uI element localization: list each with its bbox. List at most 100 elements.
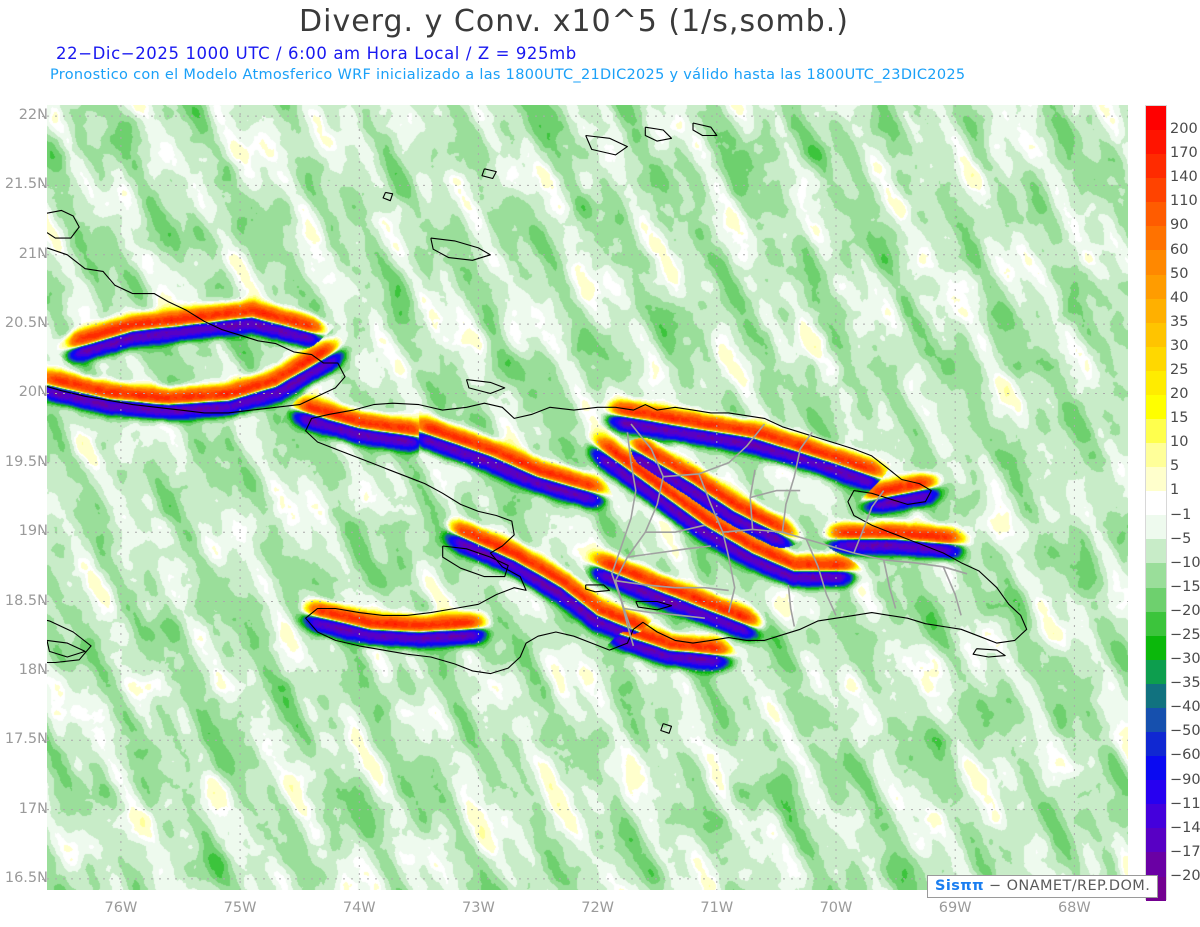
colorbar-tick-label-23: −35	[1170, 675, 1200, 692]
colorbar-labels: 200 170 140 110 90 60 50 40 35 30 25 20 15 10 5 1 −1 −5 −1…	[1170, 105, 1200, 900]
y-axis-tick-3: 20.5N	[4, 315, 48, 332]
colorbar-tick-label-14: 5	[1170, 458, 1180, 475]
coastline-and-borders-overlay	[47, 122, 1028, 734]
y-tick-mark-5	[42, 462, 46, 464]
colorbar-segment-15	[1146, 467, 1166, 492]
x-axis-tick-7: 69W	[938, 900, 972, 916]
subtitle-datetime: 22−Dic−2025 1000 UTC / 6:00 am Hora Loca…	[56, 44, 577, 63]
colorbar-segment-11	[1146, 370, 1166, 395]
colorbar-segment-23	[1146, 659, 1166, 684]
colorbar-tick-label-7: 40	[1170, 289, 1189, 306]
colorbar-segment-29	[1146, 804, 1166, 829]
colorbar-segment-28	[1146, 780, 1166, 805]
colorbar-segment-16	[1146, 491, 1166, 516]
colorbar-tick-label-4: 90	[1170, 217, 1189, 234]
colorbar-segment-21	[1146, 611, 1166, 636]
colorbar-tick-label-28: −110	[1170, 795, 1200, 812]
colorbar-segment-4	[1146, 202, 1166, 227]
colorbar-segment-7	[1146, 274, 1166, 299]
colorbar-segment-12	[1146, 394, 1166, 420]
colorbar-segment-6	[1146, 250, 1166, 275]
y-tick-mark-4	[42, 393, 46, 395]
subtitle-model-info: Pronostico con el Modelo Atmosferico WRF…	[50, 67, 966, 83]
map-plot-area[interactable]	[47, 105, 1128, 890]
colorbar-segment-13	[1146, 419, 1166, 444]
page-title: Diverg. y Conv. x10^5 (1/s,somb.)	[299, 4, 849, 39]
colorbar-tick-label-0: 200	[1170, 121, 1198, 138]
y-tick-mark-6	[42, 532, 46, 534]
y-tick-mark-8	[42, 670, 46, 672]
y-axis-tick-9: 17.5N	[4, 731, 48, 748]
colorbar-tick-label-25: −50	[1170, 723, 1200, 740]
sis-brand-label: Sis	[935, 878, 961, 894]
colorbar-segment-10	[1146, 346, 1166, 371]
colorbar-tick-label-27: −90	[1170, 771, 1200, 788]
y-tick-mark-10	[42, 809, 46, 811]
colorbar-tick-label-16: −1	[1170, 506, 1192, 523]
colorbar-segment-22	[1146, 635, 1166, 660]
colorbar-tick-label-30: −170	[1170, 843, 1200, 860]
divergence-convergence-field	[47, 105, 1128, 890]
colorbar-segment-9	[1146, 322, 1166, 347]
colorbar-tick-label-26: −60	[1170, 747, 1200, 764]
y-tick-mark-11	[42, 878, 46, 880]
y-axis-tick-1: 21.5N	[4, 176, 48, 193]
colorbar-tick-label-6: 50	[1170, 265, 1189, 282]
colorbar-tick-label-8: 35	[1170, 313, 1189, 330]
colorbar-segment-26	[1146, 732, 1166, 757]
colorbar-tick-label-10: 25	[1170, 362, 1189, 378]
x-axis-tick-8: 68W	[1057, 900, 1091, 916]
y-axis-tick-8: 18N	[18, 661, 48, 678]
y-tick-mark-1	[42, 185, 46, 187]
x-axis-tick-6: 70W	[819, 900, 853, 916]
y-tick-mark-3	[42, 324, 46, 326]
x-axis-tick-3: 73W	[462, 900, 495, 916]
colorbar-segment-17	[1146, 515, 1166, 540]
colorbar-segment-2	[1146, 154, 1166, 179]
x-axis-tick-2: 74W	[342, 900, 376, 916]
colorbar-tick-label-3: 110	[1170, 193, 1198, 210]
y-axis-tick-7: 18.5N	[4, 592, 48, 609]
colorbar-tick-label-12: 15	[1170, 410, 1189, 427]
agency-label: ONAMET/REP.DOM.	[1006, 878, 1151, 894]
colorbar-segment-5	[1146, 226, 1166, 251]
colorbar-segment-25	[1146, 707, 1166, 733]
colorbar-segment-20	[1146, 587, 1166, 612]
pi-symbol-icon: ππ	[960, 878, 984, 894]
y-axis-tick-4: 20N	[18, 384, 48, 401]
y-tick-mark-0	[42, 116, 46, 118]
colorbar-tick-label-5: 60	[1170, 241, 1189, 258]
colorbar-tick-label-19: −15	[1170, 578, 1200, 595]
colorbar-segment-18	[1146, 539, 1166, 564]
colorbar-tick-label-2: 140	[1170, 169, 1198, 186]
colorbar-tick-label-11: 20	[1170, 386, 1189, 403]
colorbar-segment-0	[1146, 106, 1166, 131]
colorbar-tick-label-9: 30	[1170, 337, 1189, 354]
colorbar-tick-label-13: 10	[1170, 434, 1189, 451]
attribution-separator: −	[989, 878, 1002, 894]
y-axis-tick-10: 17N	[18, 800, 48, 817]
colorbar-tick-label-15: 1	[1170, 482, 1180, 499]
colorbar-segment-3	[1146, 178, 1166, 203]
colorbar-tick-label-20: −20	[1170, 602, 1200, 619]
attribution-badge: Sisππ − ONAMET/REP.DOM.	[927, 875, 1159, 898]
x-axis-tick-4: 72W	[581, 900, 615, 916]
colorbar-segment-24	[1146, 683, 1166, 708]
colorbar-tick-label-21: −25	[1170, 627, 1200, 643]
y-axis-tick-11: 16.5N	[4, 869, 48, 886]
y-tick-mark-9	[42, 740, 46, 742]
colorbar-tick-label-18: −10	[1170, 554, 1200, 571]
colorbar-segment-19	[1146, 563, 1166, 588]
colorbar-tick-label-22: −30	[1170, 651, 1200, 668]
y-tick-mark-7	[42, 601, 46, 603]
x-axis-tick-5: 71W	[700, 900, 734, 916]
y-axis-tick-6: 19N	[18, 523, 48, 540]
colorbar-segment-31	[1146, 852, 1166, 877]
colorbar-tick-label-24: −40	[1170, 699, 1200, 716]
colorbar	[1145, 105, 1167, 901]
colorbar-segment-30	[1146, 828, 1166, 853]
colorbar-segment-8	[1146, 298, 1166, 323]
colorbar-segment-27	[1146, 756, 1166, 781]
y-axis-tick-2: 21N	[18, 245, 48, 262]
colorbar-segment-1	[1146, 130, 1166, 155]
